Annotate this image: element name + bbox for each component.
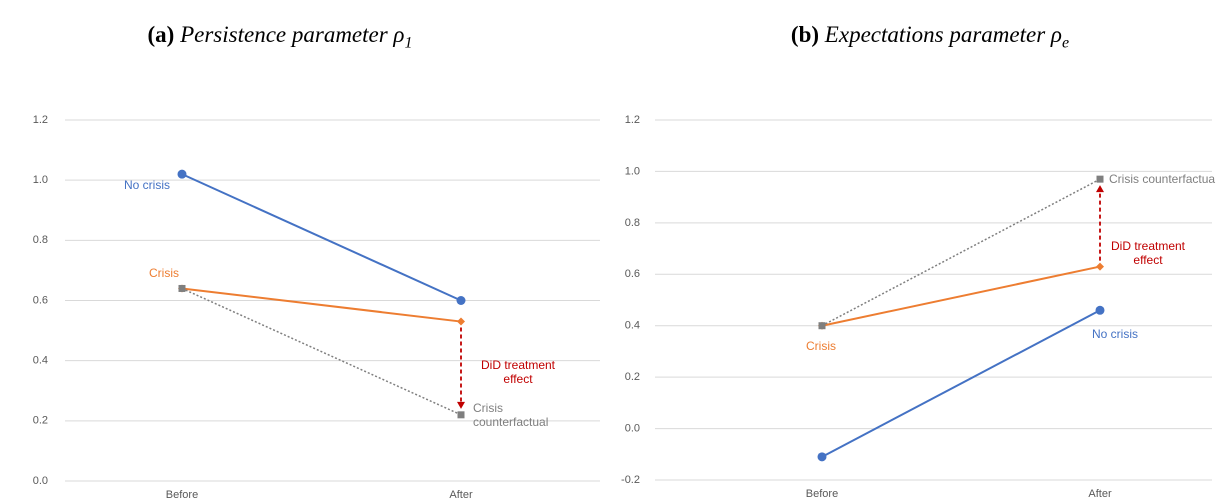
y-tick-label: 0.6: [33, 294, 48, 306]
y-tick-label: 1.0: [33, 174, 48, 186]
series-label: Crisis: [149, 266, 179, 281]
point: [178, 284, 186, 292]
y-tick-label: -0.2: [621, 474, 640, 486]
y-tick-label: 0.2: [33, 415, 48, 427]
y-tick-label: 0.0: [625, 422, 640, 434]
title-subscript: 1: [404, 34, 413, 52]
x-tick-label: After: [449, 489, 473, 500]
title-text: Expectations parameter ρ: [824, 22, 1062, 47]
x-tick-label: After: [1088, 488, 1112, 500]
series-label: Crisis counterfactual: [473, 400, 549, 429]
y-tick-label: 1.2: [625, 114, 640, 126]
series-label: Crisis: [806, 338, 836, 353]
series-label: No crisis: [123, 178, 170, 193]
y-tick-label: 0.0: [33, 475, 48, 487]
series-line: [821, 265, 1101, 327]
chart-title: (a) Persistence parameter ρ1: [148, 22, 413, 53]
title-label: (b): [790, 22, 820, 47]
series-line: [821, 309, 1101, 458]
point: [817, 452, 827, 462]
series-line: [181, 287, 462, 323]
series-line: [181, 287, 462, 416]
annotation: DiD treatment effect: [1110, 239, 1186, 267]
point: [1095, 305, 1105, 315]
title-subscript-wrap: 1: [404, 35, 412, 52]
y-tick-label: 1.2: [33, 114, 48, 126]
y-tick-label: 0.4: [625, 320, 640, 332]
series-line: [181, 173, 462, 302]
did-arrowhead: [457, 401, 465, 409]
annotation: DiD treatment effect: [480, 358, 556, 386]
title-subscript-wrap: e: [1062, 35, 1069, 52]
series-label: Crisis counterfactua: [1109, 172, 1216, 187]
series-line: [821, 178, 1101, 327]
did-arrowhead: [1096, 185, 1104, 193]
y-tick-label: 0.6: [625, 268, 640, 280]
y-tick-label: 0.8: [33, 234, 48, 246]
title-label: (a): [147, 22, 175, 47]
point: [818, 322, 826, 330]
point: [457, 317, 465, 326]
point: [456, 296, 466, 305]
point: [177, 169, 187, 179]
y-tick-label: 0.4: [33, 355, 48, 367]
point: [1096, 175, 1104, 183]
chart-title: (b) Expectations parameter ρe: [791, 22, 1069, 53]
y-tick-label: 1.0: [625, 165, 640, 177]
y-tick-label: 0.2: [625, 371, 640, 383]
point: [457, 411, 465, 419]
y-tick-label: 0.8: [625, 217, 640, 229]
point: [1096, 262, 1104, 271]
title-text: Persistence parameter ρ: [180, 22, 405, 47]
x-tick-label: Before: [166, 489, 198, 500]
title-subscript: e: [1061, 34, 1070, 52]
x-tick-label: Before: [806, 488, 838, 500]
series-label: No crisis: [1091, 327, 1139, 342]
